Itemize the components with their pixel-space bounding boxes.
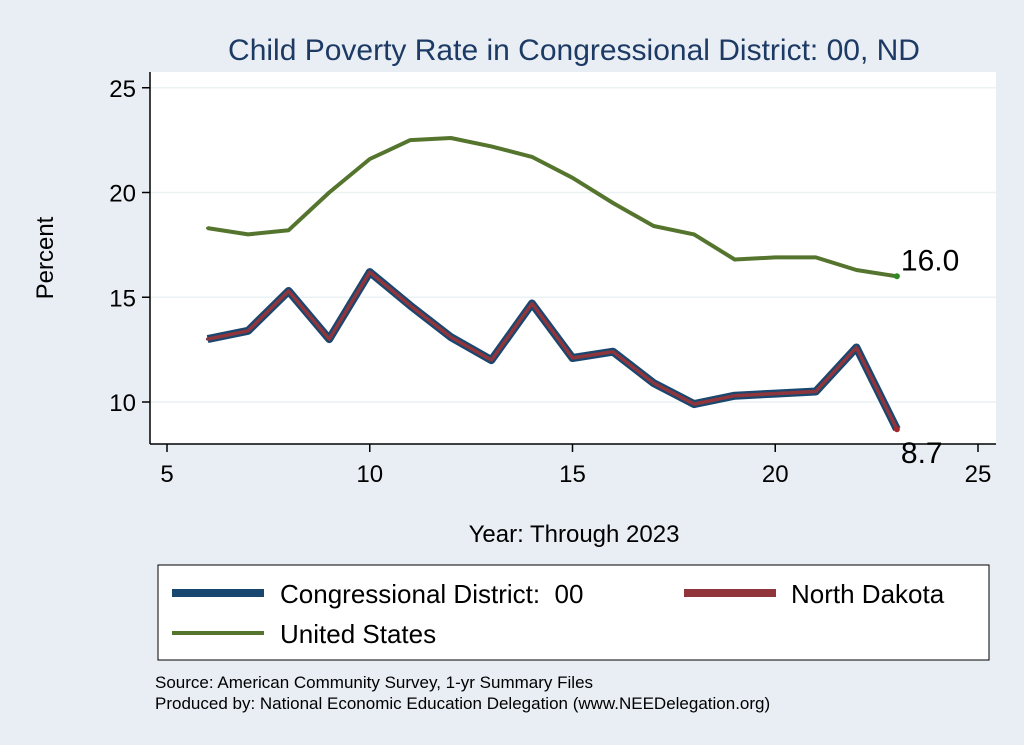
data-point-north-dakota [611,350,615,354]
series-lines [206,136,901,431]
end-value-label: 16.0 [901,244,959,277]
plot-area [150,72,996,444]
legend-label-north-dakota: North Dakota [791,579,945,609]
legend-label-united-states: United States [280,619,436,649]
x-axis-ticks: 5 10 15 20 25 [160,444,991,488]
data-point-united-states [368,157,372,161]
data-point-united-states [449,136,453,140]
end-value-label: 8.7 [901,437,943,470]
x-tick-label: 25 [965,461,992,488]
data-point-united-states [773,255,777,259]
data-point-north-dakota [530,302,534,306]
data-point-north-dakota [692,402,696,406]
data-point-north-dakota [733,394,737,398]
data-point-north-dakota [814,390,818,394]
data-point-united-states [652,224,656,228]
data-point-north-dakota [246,329,250,333]
source-note: Source: American Community Survey, 1-yr … [155,673,593,692]
data-point-united-states [408,138,412,142]
data-point-united-states [287,228,291,232]
series-line-united-states [207,136,898,279]
legend-box [157,564,990,661]
y-tick-label: 10 [109,390,136,417]
data-point-north-dakota [773,392,777,396]
series-line-north-dakota [207,270,899,430]
data-point-united-states [733,258,737,262]
data-point-united-states [692,232,696,236]
y-axis-title: Percent [32,216,59,299]
data-point-north-dakota [368,270,372,274]
x-tick-label: 15 [559,461,586,488]
data-point-north-dakota [489,358,493,362]
data-point-north-dakota [287,289,291,293]
data-point-united-states [814,255,818,259]
y-tick-label: 20 [109,181,136,208]
legend-item-north-dakota: North Dakota [684,579,945,609]
data-point-north-dakota [652,381,656,385]
end-labels: 16.0 8.7 [893,244,959,470]
data-point-united-states [489,144,493,148]
data-point-united-states [530,155,534,159]
legend-item-united-states: United States [172,619,436,649]
data-point-north-dakota [854,346,858,350]
y-tick-label: 25 [109,76,136,103]
data-point-north-dakota [408,304,412,308]
data-point-united-states [327,191,331,194]
x-axis-title: Year: Through 2023 [469,521,680,548]
data-point-north-dakota [571,356,574,360]
data-point-north-dakota [327,337,331,341]
legend-label-congressional-district: Congressional District: 00 [280,579,583,609]
x-tick-label: 5 [160,461,173,488]
end-marker-united-states [893,273,900,280]
data-point-north-dakota [449,335,453,339]
y-axis-ticks: 10 15 20 25 [109,76,150,417]
data-point-north-dakota [206,337,210,341]
producer-note: Produced by: National Economic Education… [155,694,770,713]
legend-item-congressional-district: Congressional District: 00 [172,579,583,609]
y-tick-label: 15 [109,285,136,312]
chart-title: Child Poverty Rate in Congressional Dist… [228,34,920,67]
data-point-united-states [854,268,858,272]
x-tick-label: 20 [762,461,789,488]
data-point-united-states [206,226,210,230]
end-marker-north-dakota [893,426,900,433]
x-tick-label: 10 [356,461,383,488]
data-point-united-states [246,232,250,236]
data-point-united-states [611,201,615,205]
data-point-united-states [571,176,574,180]
